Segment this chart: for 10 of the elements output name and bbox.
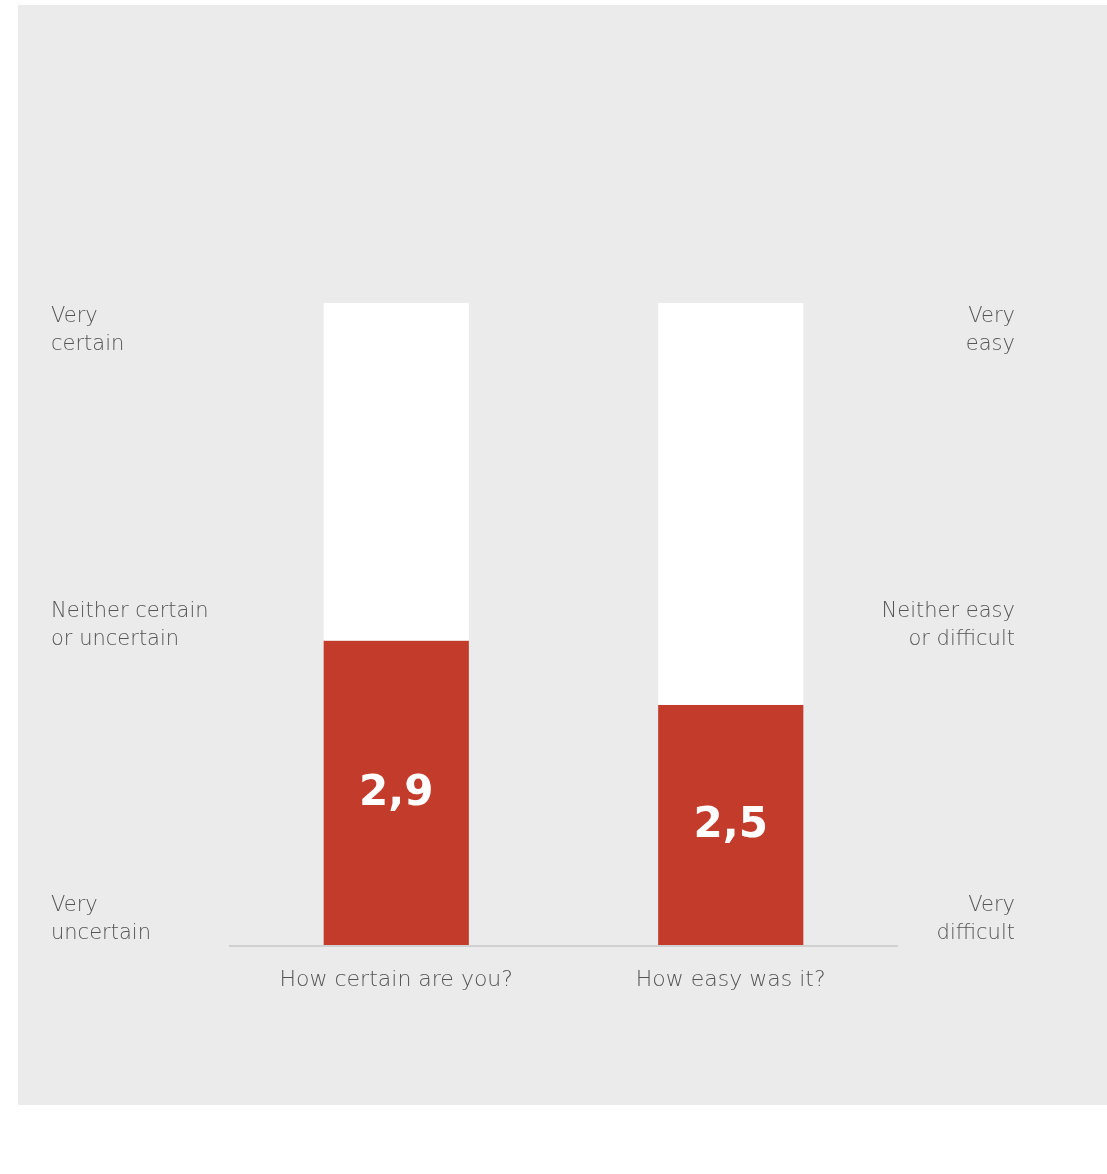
x-tick-label: How certain are you?	[279, 966, 513, 991]
text: Very uncertain	[51, 892, 151, 944]
annotation: 2,9	[359, 765, 434, 815]
annotation: 2,5	[693, 797, 768, 847]
annotation: Neither easy or difficult	[881, 597, 1015, 650]
text: Neither certain or uncertain	[51, 597, 209, 650]
x-tick-label: How easy was it?	[635, 966, 826, 991]
text: Very easy	[965, 303, 1015, 355]
text: Very certain	[51, 303, 125, 355]
text: Very difficult	[936, 892, 1015, 944]
